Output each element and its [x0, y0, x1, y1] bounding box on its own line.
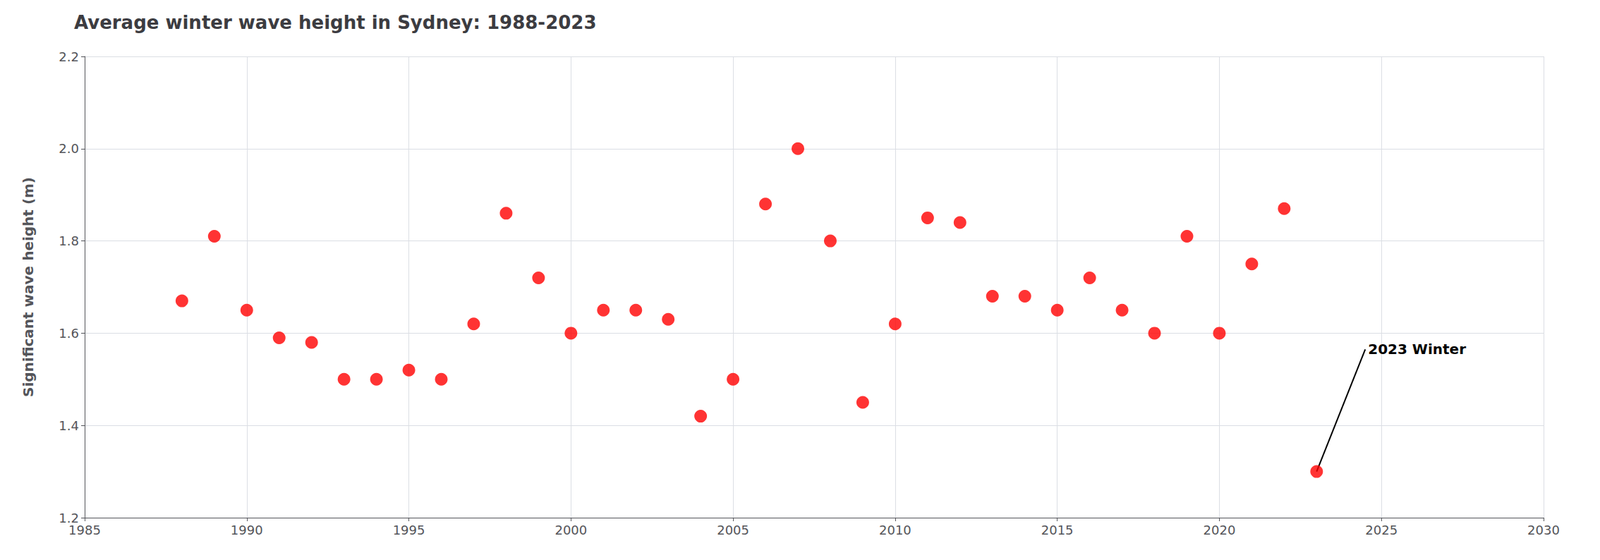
svg-text:2023 Winter: 2023 Winter — [1367, 340, 1466, 358]
svg-text:1985: 1985 — [68, 522, 101, 538]
svg-text:1.8: 1.8 — [58, 233, 80, 249]
svg-text:2005: 2005 — [716, 522, 750, 538]
svg-text:1.4: 1.4 — [58, 418, 80, 434]
svg-text:2020: 2020 — [1203, 522, 1236, 538]
svg-text:2010: 2010 — [879, 522, 912, 538]
svg-text:2025: 2025 — [1365, 522, 1398, 538]
svg-text:1.2: 1.2 — [58, 510, 80, 526]
svg-text:1995: 1995 — [392, 522, 426, 538]
svg-text:2.2: 2.2 — [58, 49, 80, 65]
svg-text:2000: 2000 — [554, 522, 587, 538]
svg-text:Average winter wave height in: Average winter wave height in Sydney: 19… — [74, 11, 597, 34]
svg-text:1.6: 1.6 — [58, 325, 80, 341]
svg-text:1990: 1990 — [230, 522, 264, 538]
svg-text:2015: 2015 — [1041, 522, 1074, 538]
svg-text:2030: 2030 — [1527, 522, 1560, 538]
svg-text:2.0: 2.0 — [58, 141, 80, 156]
svg-text:Significant wave height (m): Significant wave height (m) — [19, 177, 37, 398]
